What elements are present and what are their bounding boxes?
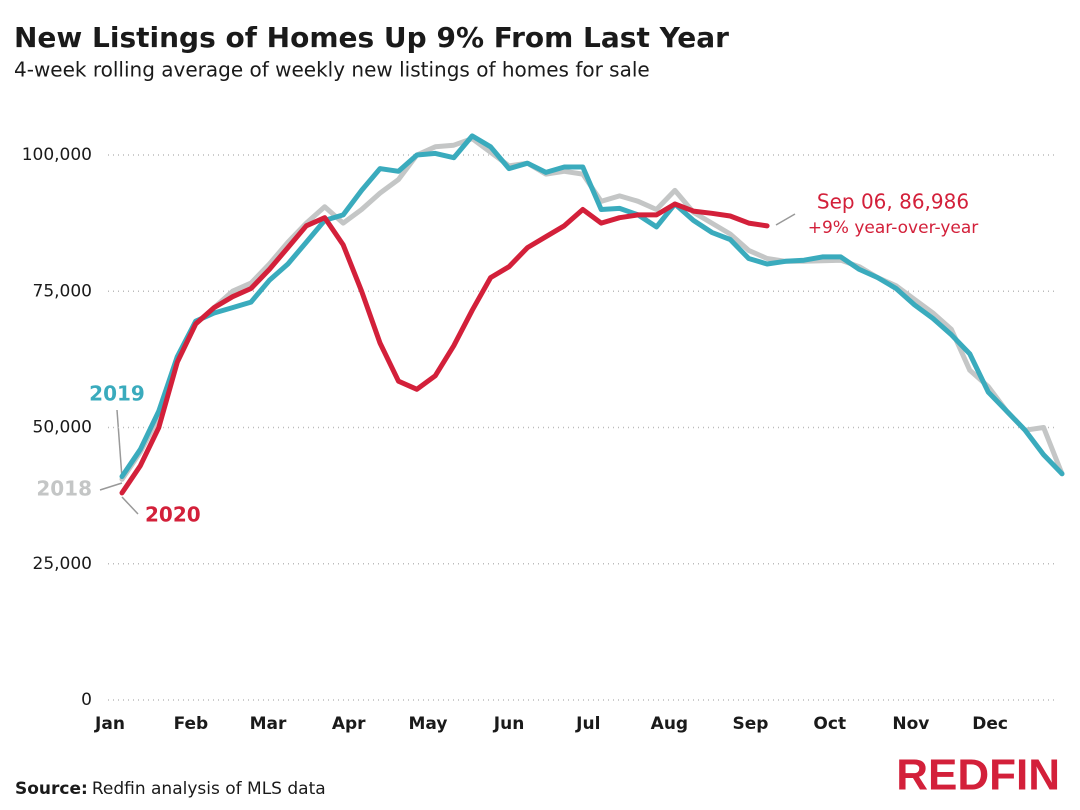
series-label: 2018 — [36, 477, 92, 501]
x-tick-label: May — [408, 714, 447, 734]
y-tick-label: 50,000 — [33, 418, 92, 438]
x-tick-label: Nov — [892, 714, 929, 734]
label-leader — [116, 409, 123, 479]
x-tick-label: Aug — [651, 714, 688, 734]
x-tick-label: Jan — [94, 714, 125, 734]
series-line — [119, 201, 770, 496]
y-tick-label: 75,000 — [33, 281, 92, 301]
x-tick-label: Apr — [332, 714, 366, 734]
annotation: +9% year-over-year — [808, 218, 979, 238]
chart-title: New Listings of Homes Up 9% From Last Ye… — [14, 21, 729, 54]
source-label: Source: — [15, 779, 88, 799]
label-leader — [99, 482, 123, 491]
x-tick-label: Dec — [972, 714, 1008, 734]
y-tick-label: 0 — [81, 690, 92, 710]
logo: REDFIN — [896, 751, 1060, 800]
y-tick-label: 25,000 — [33, 554, 92, 574]
x-tick-label: Mar — [250, 714, 287, 734]
x-tick-label: Jun — [493, 714, 525, 734]
chart-subtitle: 4-week rolling average of weekly new lis… — [14, 58, 650, 82]
source: Source: Redfin analysis of MLS data — [15, 779, 326, 799]
y-tick-label: 100,000 — [22, 145, 92, 165]
label-leader — [121, 496, 139, 515]
series-label: 2020 — [145, 503, 201, 527]
source-text: Redfin analysis of MLS data — [92, 779, 326, 799]
annotation: Sep 06, 86,986 — [817, 190, 969, 214]
annotation-leader — [775, 213, 796, 226]
x-tick-label: Jul — [575, 714, 600, 734]
x-tick-label: Sep — [733, 714, 769, 734]
x-tick-label: Feb — [174, 714, 209, 734]
x-tick-label: Oct — [813, 714, 846, 734]
series-label: 2019 — [89, 382, 145, 406]
series-line — [119, 133, 1065, 479]
